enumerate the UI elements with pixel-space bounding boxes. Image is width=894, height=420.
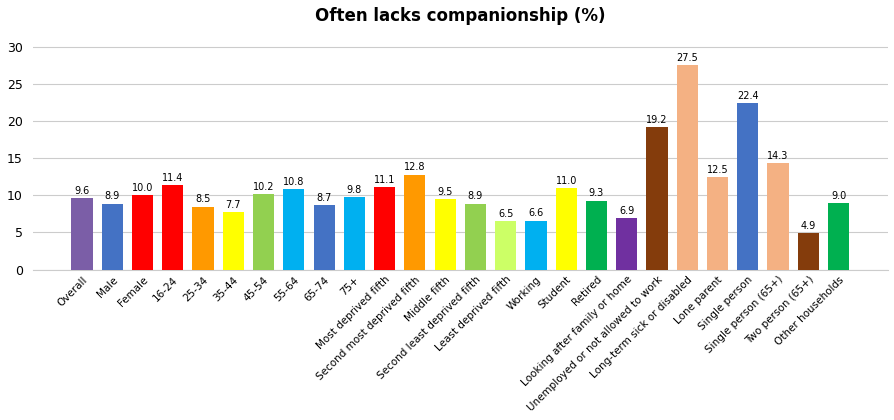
Bar — [464, 204, 485, 270]
Bar — [131, 195, 153, 270]
Bar — [827, 203, 848, 270]
Text: 8.5: 8.5 — [195, 194, 210, 204]
Bar — [343, 197, 365, 270]
Bar — [525, 220, 546, 270]
Text: 9.5: 9.5 — [437, 187, 452, 197]
Bar — [374, 187, 395, 270]
Bar — [434, 199, 455, 270]
Text: 9.3: 9.3 — [588, 188, 603, 198]
Bar — [615, 218, 637, 270]
Text: 9.6: 9.6 — [74, 186, 89, 196]
Bar — [223, 213, 244, 270]
Bar — [766, 163, 788, 270]
Text: 10.8: 10.8 — [283, 177, 304, 187]
Bar — [72, 198, 92, 270]
Text: 11.1: 11.1 — [374, 175, 395, 185]
Bar — [283, 189, 304, 270]
Bar — [586, 201, 606, 270]
Bar — [313, 205, 334, 270]
Text: 22.4: 22.4 — [736, 91, 758, 101]
Text: 9.0: 9.0 — [830, 191, 845, 201]
Bar — [494, 221, 516, 270]
Text: 14.3: 14.3 — [766, 151, 788, 161]
Bar — [162, 185, 183, 270]
Title: Often lacks companionship (%): Often lacks companionship (%) — [315, 7, 605, 25]
Bar — [555, 188, 576, 270]
Bar — [192, 207, 214, 270]
Text: 10.0: 10.0 — [131, 183, 153, 193]
Text: 7.7: 7.7 — [225, 200, 240, 210]
Text: 11.0: 11.0 — [555, 176, 577, 186]
Text: 6.5: 6.5 — [497, 209, 513, 219]
Bar — [102, 204, 122, 270]
Text: 27.5: 27.5 — [676, 53, 697, 63]
Text: 9.8: 9.8 — [346, 185, 361, 194]
Text: 6.6: 6.6 — [527, 208, 543, 218]
Text: 10.2: 10.2 — [253, 182, 274, 192]
Bar — [737, 103, 757, 270]
Bar — [645, 127, 667, 270]
Text: 8.9: 8.9 — [105, 191, 120, 201]
Text: 4.9: 4.9 — [800, 221, 815, 231]
Text: 6.9: 6.9 — [619, 206, 634, 216]
Bar — [404, 175, 425, 270]
Bar — [676, 66, 697, 270]
Text: 8.9: 8.9 — [468, 191, 483, 201]
Text: 8.7: 8.7 — [316, 193, 332, 203]
Bar — [253, 194, 274, 270]
Text: 11.4: 11.4 — [162, 173, 183, 183]
Bar — [706, 177, 728, 270]
Text: 12.8: 12.8 — [404, 163, 426, 172]
Text: 12.5: 12.5 — [706, 165, 728, 175]
Bar — [797, 233, 818, 270]
Text: 19.2: 19.2 — [645, 115, 667, 125]
